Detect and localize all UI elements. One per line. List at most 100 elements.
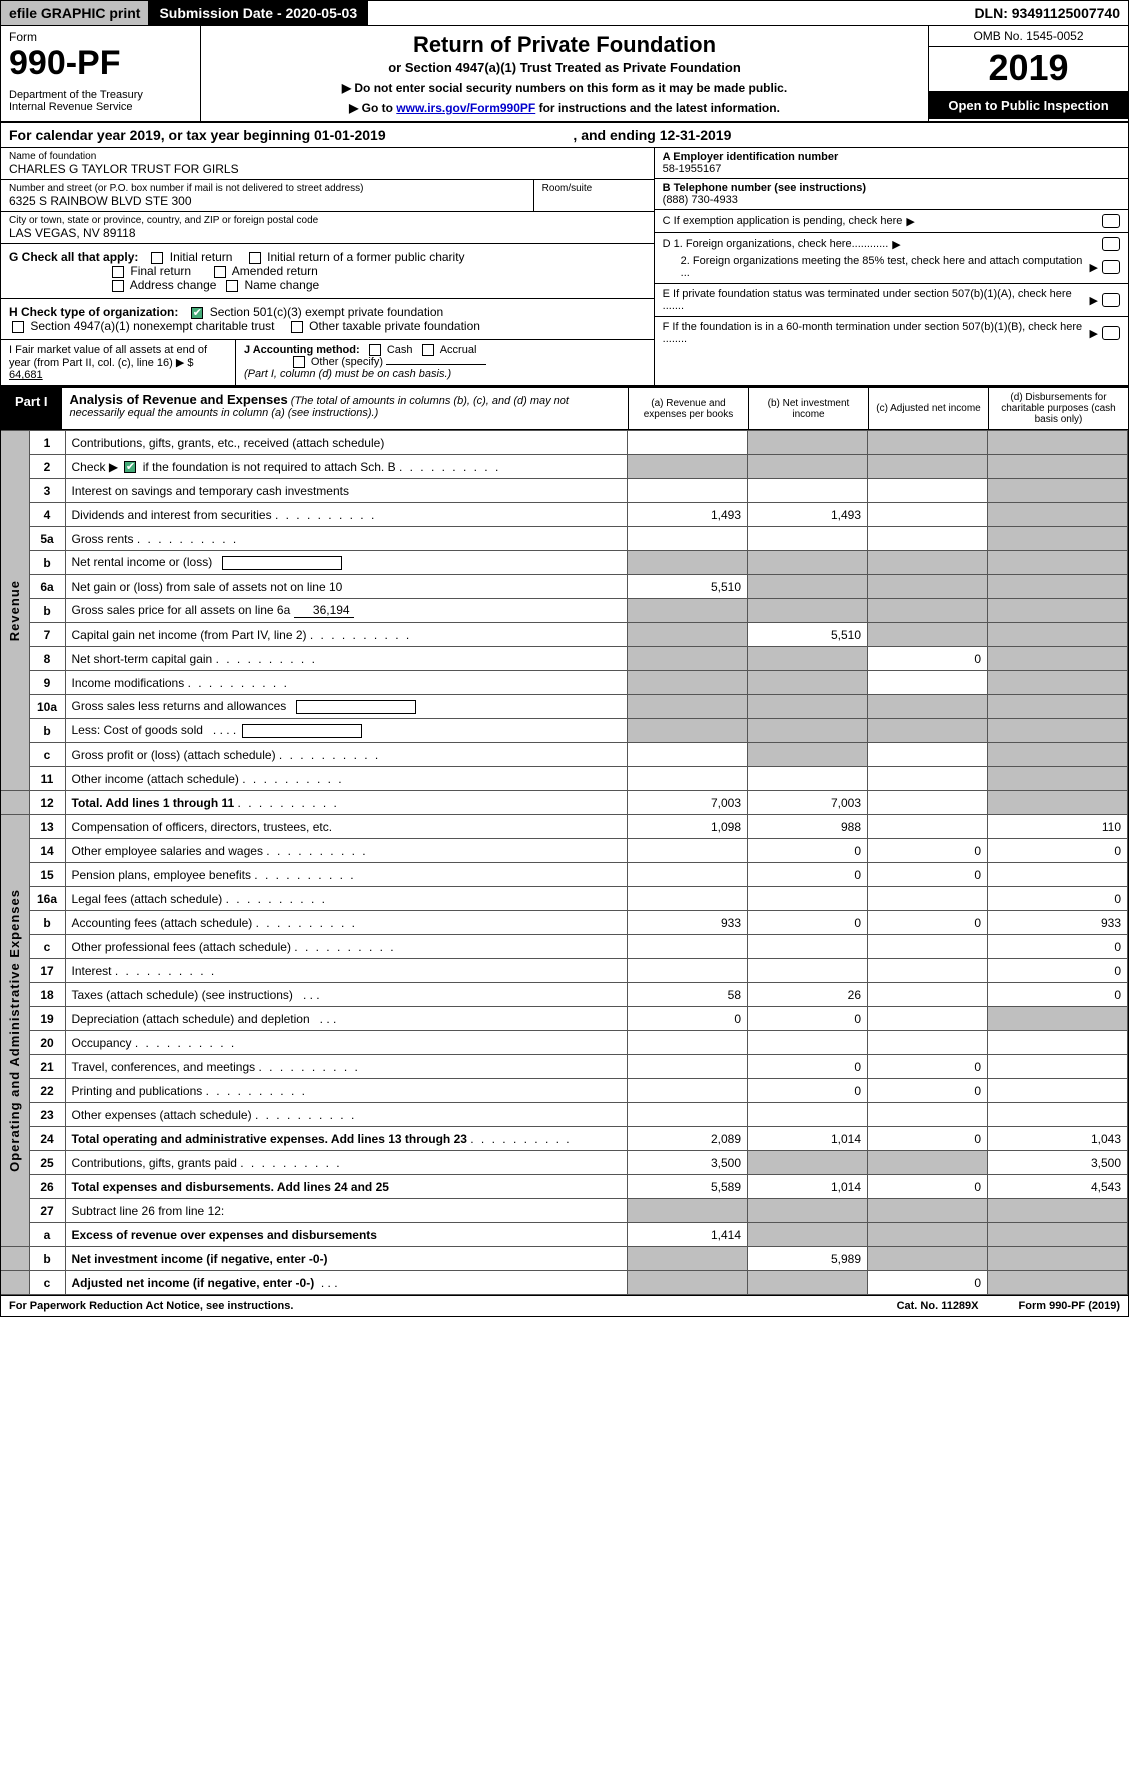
header-right: OMB No. 1545-0052 2019 Open to Public In… [928,26,1128,121]
chk-accrual[interactable] [422,344,434,356]
chk-d1[interactable] [1102,237,1120,251]
chk-name-change[interactable] [226,280,238,292]
topbar: efile GRAPHIC print Submission Date - 20… [1,1,1128,26]
col-b-hdr: (b) Net investment income [748,388,868,429]
chk-sch-b[interactable]: ✔ [124,461,136,473]
chk-501c3[interactable]: ✔ [191,307,203,319]
g-label: G Check all that apply: [9,250,138,264]
table-row: 12Total. Add lines 1 through 11 7,0037,0… [1,791,1128,815]
cat-no: Cat. No. 11289X [897,1300,979,1312]
lbl-other-tax: Other taxable private foundation [309,319,480,333]
revenue-tab: Revenue [1,431,29,791]
r24-d: 1,043 [988,1127,1128,1151]
instr-2: ▶ Go to www.irs.gov/Form990PF for instru… [211,101,918,115]
table-row: cAdjusted net income (if negative, enter… [1,1271,1128,1295]
expenses-tab: Operating and Administrative Expenses [1,815,29,1247]
r16a-desc: Legal fees (attach schedule) [65,887,628,911]
chk-f[interactable] [1102,326,1120,340]
chk-c[interactable] [1102,214,1120,228]
efile-print-button[interactable]: efile GRAPHIC print [1,1,149,25]
r6a-desc: Net gain or (loss) from sale of assets n… [65,575,628,599]
chk-amended[interactable] [214,266,226,278]
city-value: LAS VEGAS, NV 89118 [9,226,646,240]
submission-date-button[interactable]: Submission Date - 2020-05-03 [149,1,368,25]
table-row: 20Occupancy [1,1031,1128,1055]
lbl-other-method: Other (specify) [311,356,383,368]
r27-desc: Subtract line 26 from line 12: [65,1199,628,1223]
table-row: 17Interest 0 [1,959,1128,983]
chk-initial-former[interactable] [249,252,261,264]
r22-c: 0 [868,1079,988,1103]
r8-desc: Net short-term capital gain [65,647,628,671]
tel-value: (888) 730-4933 [663,194,738,206]
city-cell: City or town, state or province, country… [1,212,654,244]
part1-tab: Part I [1,388,62,429]
chk-other-tax[interactable] [291,321,303,333]
table-row: cOther professional fees (attach schedul… [1,935,1128,959]
r2-pre: Check ▶ [72,460,122,474]
r7-desc: Capital gain net income (from Part IV, l… [65,623,628,647]
r15-c: 0 [868,863,988,887]
r25-d: 3,500 [988,1151,1128,1175]
ein-label: A Employer identification number [663,151,839,163]
r14-c: 0 [868,839,988,863]
e-label: E If private foundation status was termi… [663,288,1086,312]
h-checks: H Check type of organization: ✔ Section … [1,299,654,339]
calyr-end: 12-31-2019 [660,127,732,143]
lbl-initial-former: Initial return of a former public charit… [267,250,464,264]
r12-a: 7,003 [628,791,748,815]
table-row: 6aNet gain or (loss) from sale of assets… [1,575,1128,599]
col-a-hdr: (a) Revenue and expenses per books [628,388,748,429]
tax-year: 2019 [929,47,1128,92]
r10c-desc: Gross profit or (loss) (attach schedule) [65,743,628,767]
form-word: Form [9,30,192,44]
chk-cash[interactable] [369,344,381,356]
dept-label: Department of the Treasury Internal Reve… [9,89,192,113]
part1-table: Revenue 1Contributions, gifts, grants, e… [1,430,1128,1295]
e-cell: E If private foundation status was termi… [655,284,1128,317]
r1-desc: Contributions, gifts, grants, etc., rece… [65,431,628,455]
table-row: 25Contributions, gifts, grants paid 3,50… [1,1151,1128,1175]
r10a-desc: Gross sales less returns and allowances [65,695,628,719]
chk-4947[interactable] [12,321,24,333]
chk-e[interactable] [1102,293,1120,307]
lbl-4947: Section 4947(a)(1) nonexempt charitable … [30,319,274,333]
table-row: 14Other employee salaries and wages 000 [1,839,1128,863]
instr-link[interactable]: www.irs.gov/Form990PF [396,101,535,115]
form-ref: Form 990-PF (2019) [1019,1300,1120,1312]
r26-b: 1,014 [748,1175,868,1199]
table-row: 7Capital gain net income (from Part IV, … [1,623,1128,647]
r17-desc: Interest [65,959,628,983]
footer: For Paperwork Reduction Act Notice, see … [1,1295,1128,1316]
chk-addr-change[interactable] [112,280,124,292]
addr-cell: Number and street (or P.O. box number if… [1,180,534,211]
col-headers: (a) Revenue and expenses per books (b) N… [628,388,1128,429]
r21-b: 0 [748,1055,868,1079]
r27a-a: 1,414 [628,1223,748,1247]
r27b-desc: Net investment income (if negative, ente… [65,1247,628,1271]
part1-header: Part I Analysis of Revenue and Expenses … [1,386,1128,430]
r7-b: 5,510 [748,623,868,647]
r24-c: 0 [868,1127,988,1151]
r6b-val: 36,194 [294,603,354,618]
addr-label: Number and street (or P.O. box number if… [9,183,525,194]
chk-initial[interactable] [151,252,163,264]
ein-value: 58-1955167 [663,163,722,175]
r16b-desc: Accounting fees (attach schedule) [65,911,628,935]
j-note: (Part I, column (d) must be on cash basi… [244,368,451,380]
lbl-accrual: Accrual [440,344,477,356]
r8-c: 0 [868,647,988,671]
r13-desc: Compensation of officers, directors, tru… [65,815,628,839]
instr-2-post: for instructions and the latest informat… [535,101,780,115]
r14-desc: Other employee salaries and wages [65,839,628,863]
j-cell: J Accounting method: Cash Accrual Other … [236,340,654,385]
r4-a: 1,493 [628,503,748,527]
entity-left: Name of foundation CHARLES G TAYLOR TRUS… [1,148,655,385]
chk-other-method[interactable] [293,356,305,368]
table-row: 21Travel, conferences, and meetings 00 [1,1055,1128,1079]
chk-final[interactable] [112,266,124,278]
c-label: C If exemption application is pending, c… [663,215,903,227]
pra-notice: For Paperwork Reduction Act Notice, see … [9,1300,293,1312]
chk-d2[interactable] [1102,260,1120,274]
r15-b: 0 [748,863,868,887]
